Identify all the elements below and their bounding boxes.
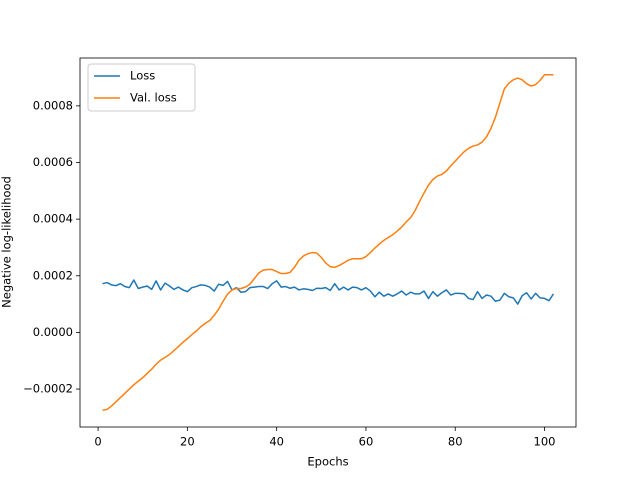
y-tick-label: 0.0000 bbox=[33, 325, 73, 339]
x-tick-label: 100 bbox=[534, 435, 556, 449]
y-axis-label: Negative log-likelihood bbox=[0, 176, 14, 308]
x-axis-label: Epochs bbox=[307, 455, 348, 469]
y-tick-label: 0.0006 bbox=[33, 155, 73, 169]
x-tick-label: 40 bbox=[269, 435, 284, 449]
y-tick-label: 0.0004 bbox=[33, 212, 73, 226]
y-tick-label: 0.0008 bbox=[33, 98, 73, 112]
series-line bbox=[102, 279, 555, 305]
x-tick-label: 60 bbox=[359, 435, 374, 449]
x-tick-label: 20 bbox=[180, 435, 195, 449]
series-line bbox=[102, 73, 554, 412]
y-tick-label: −0.0002 bbox=[23, 382, 73, 396]
y-tick-label: 0.0002 bbox=[33, 268, 73, 282]
plot-frame bbox=[79, 57, 577, 428]
x-tick-label: 0 bbox=[94, 435, 101, 449]
legend-label: Loss bbox=[130, 69, 155, 83]
x-tick-label: 80 bbox=[448, 435, 463, 449]
legend-label: Val. loss bbox=[130, 91, 177, 105]
